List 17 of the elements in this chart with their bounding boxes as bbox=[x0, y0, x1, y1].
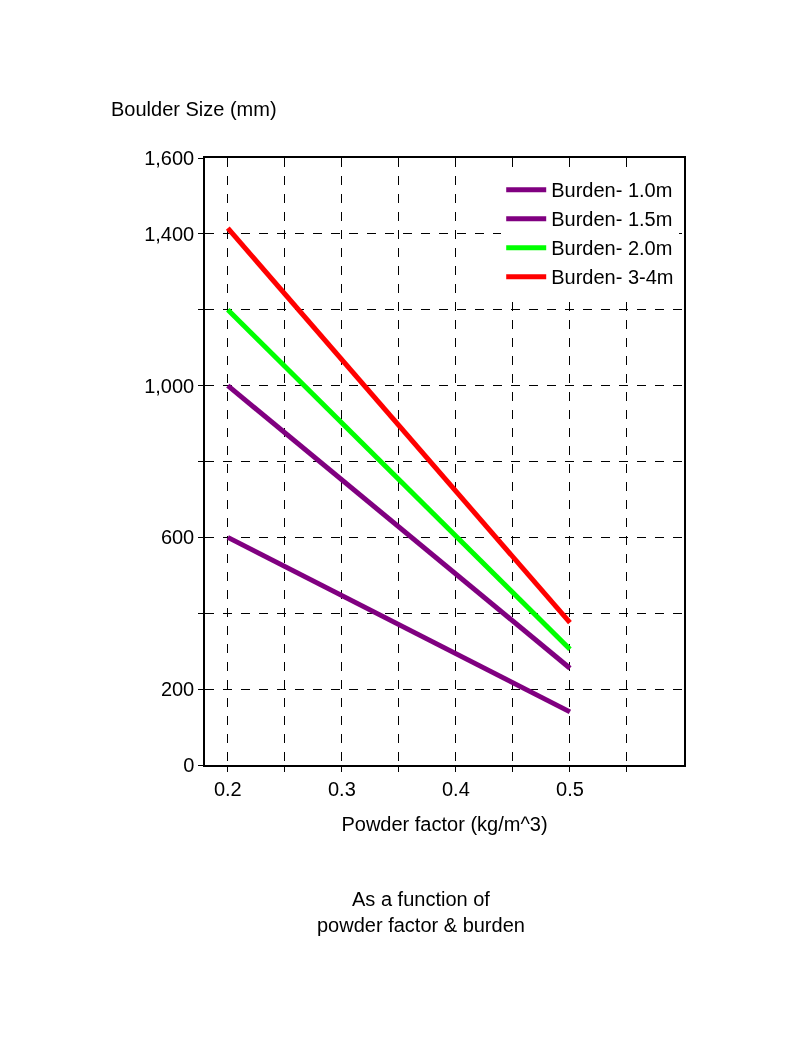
x-axis-title: Powder factor (kg/m^3) bbox=[341, 812, 548, 835]
legend-label: Burden- 1.0m bbox=[551, 179, 673, 202]
x-tick-label: 0.2 bbox=[213, 777, 242, 800]
y-axis-title: Boulder Size (mm) bbox=[111, 98, 277, 120]
y-tick-label: 1,400 bbox=[144, 222, 195, 245]
legend-label: Burden- 2.0m bbox=[551, 237, 673, 260]
y-tick-label: 200 bbox=[160, 678, 195, 701]
legend-label: Burden- 3-4m bbox=[551, 266, 674, 289]
x-tick-label: 0.5 bbox=[556, 777, 584, 800]
x-tick-label: 0.3 bbox=[327, 777, 356, 800]
y-tick-label: 1,600 bbox=[144, 147, 195, 169]
y-tick-label: 1,000 bbox=[144, 374, 195, 397]
y-tick-label: 600 bbox=[160, 526, 195, 549]
text: As a function of powder factor & burden bbox=[317, 888, 525, 936]
x-tick-label: 0.4 bbox=[441, 777, 470, 800]
y-tick-label: 0 bbox=[183, 754, 195, 776]
legend-label: Burden- 1.5m bbox=[551, 208, 673, 231]
